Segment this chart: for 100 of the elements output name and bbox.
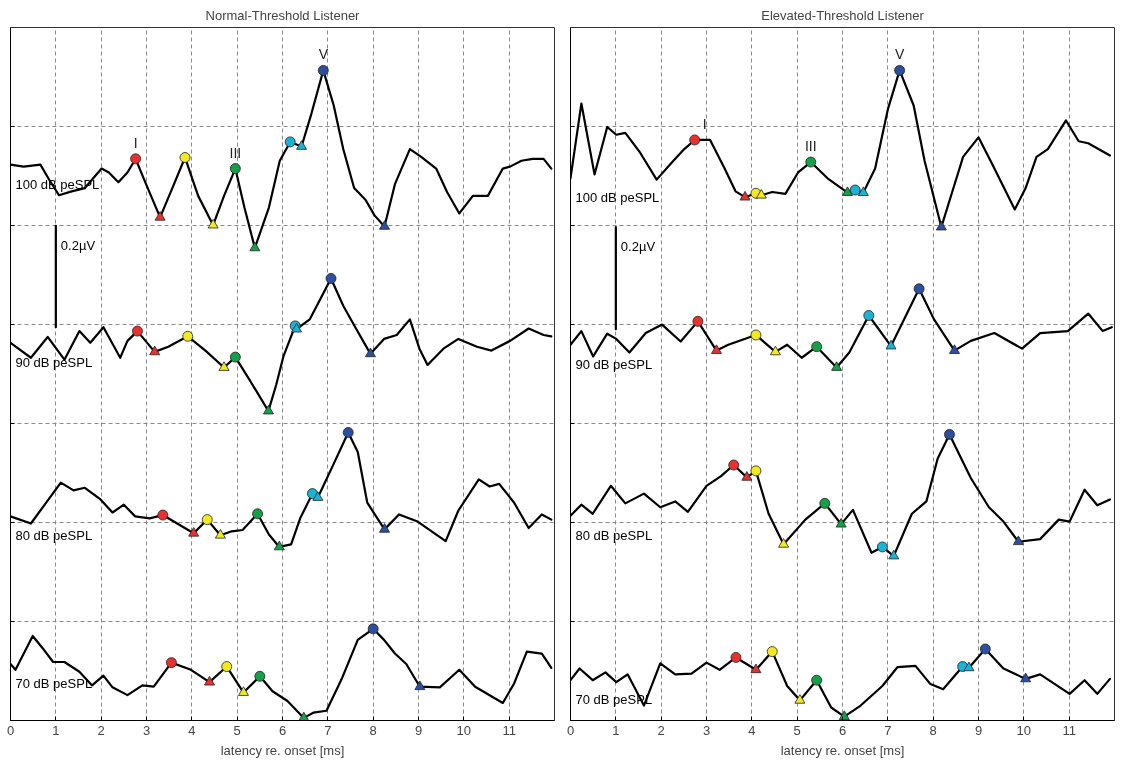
chart-title: Normal-Threshold Listener xyxy=(205,7,361,23)
point xyxy=(188,527,200,537)
x-tick-label: 6 xyxy=(838,722,847,738)
point xyxy=(252,508,263,520)
x-tick-label: 11 xyxy=(502,722,516,738)
x-tick-label: 8 xyxy=(929,722,937,738)
point xyxy=(273,540,285,551)
point xyxy=(835,518,847,528)
point xyxy=(179,152,191,163)
annotation: V xyxy=(318,46,329,63)
legend-label: 80 dB peSPL xyxy=(575,527,653,543)
annotation: I xyxy=(702,115,707,132)
point xyxy=(1012,535,1024,546)
point xyxy=(263,404,274,415)
x-tick-label: 0 xyxy=(566,722,575,738)
point xyxy=(204,675,215,686)
point xyxy=(207,218,219,229)
x-tick-label: 9 xyxy=(974,722,983,738)
point xyxy=(750,663,762,674)
point xyxy=(157,509,169,521)
x-tick-label: 7 xyxy=(884,722,892,738)
point xyxy=(819,497,831,509)
point xyxy=(963,661,975,672)
point xyxy=(842,186,853,196)
point xyxy=(849,184,861,196)
x-tick-label: 0 xyxy=(6,722,15,738)
x-tick-label: 10 xyxy=(1016,722,1032,738)
x-tick-label: 3 xyxy=(142,722,151,738)
point xyxy=(770,345,781,356)
point xyxy=(238,686,249,696)
point xyxy=(805,156,817,168)
point xyxy=(312,491,324,501)
annotation: V xyxy=(894,46,905,63)
point xyxy=(296,140,307,150)
point xyxy=(885,339,897,350)
point xyxy=(229,163,241,174)
point xyxy=(201,514,213,526)
x-tick-label: 5 xyxy=(233,722,241,738)
point xyxy=(750,329,762,341)
point xyxy=(794,694,806,704)
series-label: 0.2µV xyxy=(620,239,656,255)
point xyxy=(149,345,161,356)
point xyxy=(831,361,843,371)
x-tick-label: 3 xyxy=(702,722,711,738)
x-axis-title: latency re. onset [ms] xyxy=(220,742,345,758)
point xyxy=(317,65,329,76)
point xyxy=(689,134,701,146)
point xyxy=(949,344,960,354)
point xyxy=(876,541,888,553)
series-label: 70 dB peSPL xyxy=(15,675,93,691)
point xyxy=(778,538,789,548)
x-tick-label: 4 xyxy=(188,722,196,738)
point xyxy=(944,429,955,440)
point xyxy=(766,646,778,657)
x-tick-label: 11 xyxy=(1062,722,1076,738)
x-axis-title: latency re. onset [ms] xyxy=(780,742,905,758)
x-tick-label: 4 xyxy=(748,722,756,738)
point xyxy=(214,529,226,539)
x-tick-label: 8 xyxy=(369,722,377,738)
point xyxy=(692,315,704,327)
series-label: 100 dB peSPL xyxy=(575,190,660,206)
point xyxy=(229,351,241,363)
point xyxy=(298,711,310,721)
point xyxy=(838,710,850,720)
chart-title: Elevated-Threshold Listener xyxy=(761,7,925,23)
legend-label: 80 dB peSPL xyxy=(15,528,93,544)
point xyxy=(863,310,875,321)
point xyxy=(254,670,266,682)
annotation: III xyxy=(804,138,817,155)
point xyxy=(414,680,426,690)
point xyxy=(130,153,142,165)
point xyxy=(379,523,390,533)
series-label: 90 dB peSPL xyxy=(575,356,653,372)
point xyxy=(935,220,947,231)
point xyxy=(857,186,869,196)
point xyxy=(755,189,767,199)
point xyxy=(894,65,906,76)
point xyxy=(132,325,143,337)
point xyxy=(166,657,177,669)
point xyxy=(979,643,991,655)
series-label: 0.2µV xyxy=(60,237,96,253)
point xyxy=(811,341,823,353)
x-tick-label: 7 xyxy=(324,722,332,738)
annotation: I xyxy=(133,134,138,151)
point xyxy=(154,211,166,221)
point xyxy=(284,136,296,148)
x-tick-label: 10 xyxy=(456,722,472,738)
series-label: 90 dB peSPL xyxy=(15,354,93,370)
x-tick-label: 9 xyxy=(414,722,423,738)
point xyxy=(728,459,740,471)
x-tick-label: 2 xyxy=(97,722,105,738)
point xyxy=(750,465,762,477)
x-tick-label: 5 xyxy=(793,722,801,738)
x-tick-label: 6 xyxy=(278,722,287,738)
point xyxy=(739,191,751,201)
x-tick-label: 1 xyxy=(612,722,620,738)
point xyxy=(379,220,390,230)
x-tick-label: 1 xyxy=(52,722,60,738)
point xyxy=(730,652,742,663)
point xyxy=(365,347,376,358)
